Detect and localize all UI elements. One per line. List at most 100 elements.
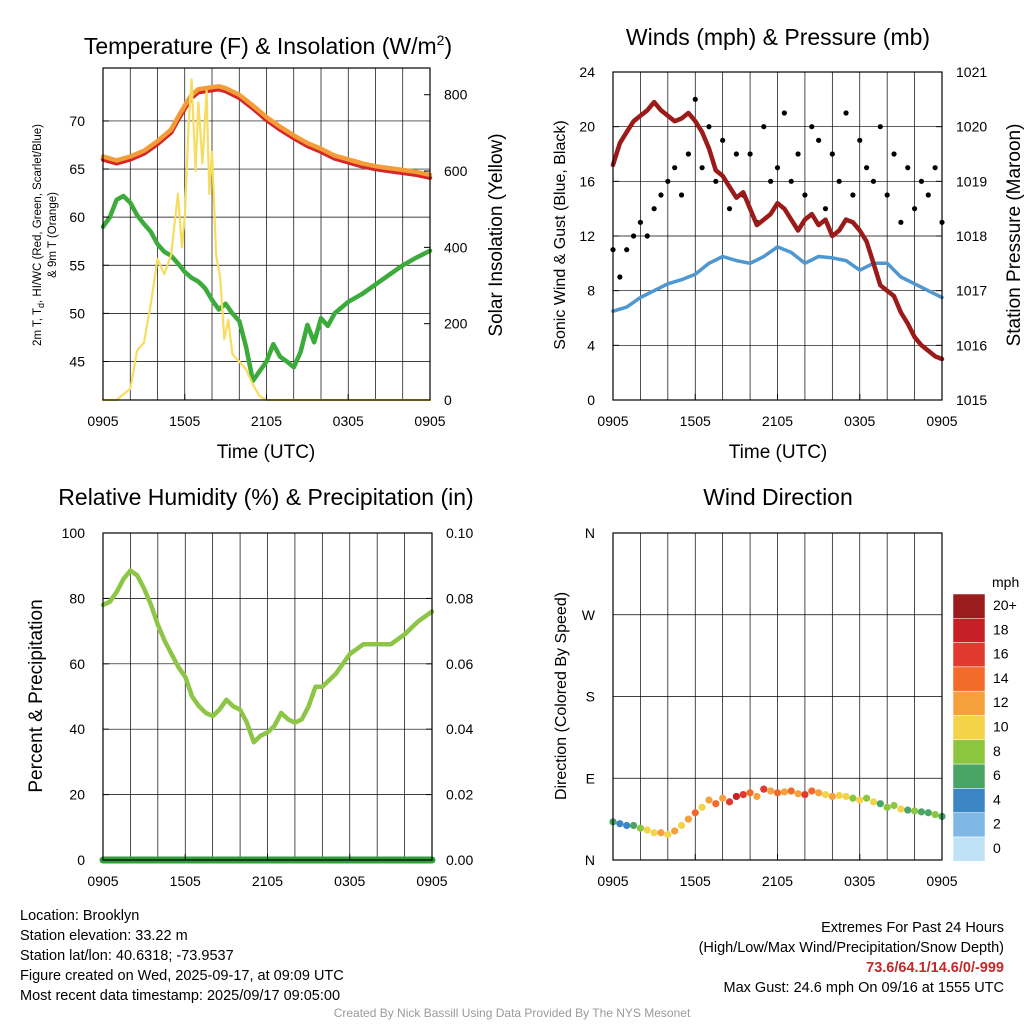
colorbar-label: 12 (993, 694, 1009, 710)
colorbar-label: 18 (993, 621, 1009, 637)
direction-y-tick-label: E (586, 770, 595, 786)
winds-gust-point (665, 178, 671, 184)
temperature-solar-insolation-line (101, 78, 432, 402)
direction-panel-title: Wind Direction (703, 484, 853, 510)
winds-gust-point (761, 124, 767, 130)
temperature-y2-tick-label: 400 (444, 239, 468, 255)
humidity-y-tick-label: 60 (69, 656, 85, 672)
temperature-title-superscript: 2 (437, 32, 445, 48)
direction-direction-point (664, 830, 672, 839)
humidity-y-tick-label: 20 (69, 787, 85, 803)
direction-direction-point (636, 824, 645, 832)
winds-gust-point (829, 151, 835, 157)
max-gust-text: Max Gust: 24.6 mph On 09/16 at 1555 UTC (723, 980, 1004, 996)
humidity-x-tick-label: 1505 (170, 873, 201, 889)
colorbar-swatch (952, 690, 986, 716)
winds-gust-point (864, 165, 870, 171)
winds-gust-point (685, 151, 691, 157)
colorbar-label: 14 (993, 670, 1009, 686)
colorbar-label: 4 (993, 791, 1001, 807)
colorbar-swatch (952, 836, 986, 862)
winds-gust-point (850, 192, 856, 198)
winds-gust-point (706, 124, 712, 130)
direction-direction-point (677, 821, 686, 830)
colorbar-swatch (952, 739, 986, 765)
direction-direction-point (890, 801, 898, 810)
colorbar-swatch (952, 715, 986, 741)
temperature-y-tick-label: 45 (69, 354, 85, 370)
humidity-y2-tick-label: 0.06 (446, 656, 473, 672)
direction-x-tick-label: 0905 (926, 873, 957, 889)
humidity-relative-humidity-line (100, 568, 435, 745)
direction-plot-frame (612, 532, 943, 861)
humidity-x-tick-label: 2105 (252, 873, 283, 889)
winds-y-tick-label: 4 (587, 337, 595, 353)
direction-direction-point (732, 792, 740, 801)
grid-layer (103, 68, 942, 860)
direction-direction-point (753, 792, 761, 801)
recent-text: Most recent data timestamp: 2025/09/17 0… (20, 988, 341, 1004)
direction-x-tick-label: 1505 (680, 873, 711, 889)
temperature-ylabel-left: 2m T, Td, HI/WC (Red, Green, Scarlet/Blu… (32, 124, 46, 346)
direction-direction-point (760, 785, 768, 793)
direction-direction-point (828, 792, 836, 801)
direction-direction-point (924, 809, 932, 817)
winds-y-tick-label: 16 (579, 173, 595, 189)
axes-layer: 0905 1505 2105 0305 090545505560657002004006… (62, 64, 988, 889)
winds-gust-point (857, 137, 863, 143)
temperature-y-tick-label: 65 (69, 161, 85, 177)
winds-y-tick-label: 20 (579, 119, 595, 135)
winds-y2-tick-label: 1020 (956, 119, 987, 135)
winds-y2-tick-label: 1017 (956, 283, 987, 299)
direction-direction-point (623, 821, 631, 830)
winds-gust-point (905, 165, 911, 171)
winds-gust-point (768, 178, 774, 184)
direction-direction-point (773, 789, 782, 797)
direction-x-tick-label: 2105 (762, 873, 793, 889)
winds-xlabel: Time (UTC) (729, 442, 828, 463)
direction-direction-point (746, 789, 754, 797)
credit-text: Created By Nick Bassill Using Data Provi… (333, 1006, 691, 1020)
direction-direction-point (863, 794, 871, 802)
winds-x-tick-label: 0305 (844, 413, 875, 429)
temperature-y2-tick-label: 800 (444, 87, 468, 103)
direction-direction-point (815, 789, 823, 797)
winds-gust-point (692, 96, 698, 102)
winds-panel-title: Winds (mph) & Pressure (mb) (626, 24, 930, 50)
winds-gust-point (713, 178, 719, 184)
humidity-y2-tick-label: 0.04 (446, 721, 473, 737)
winds-gust-point (651, 206, 657, 212)
winds-gust-point (891, 151, 897, 157)
winds-gust-point (932, 165, 938, 171)
temperature-y2-tick-label: 600 (444, 163, 468, 179)
winds-gust-point (822, 206, 829, 212)
winds-y2-tick-label: 1016 (956, 337, 987, 353)
direction-direction-point (801, 791, 809, 799)
colorbar-swatch (952, 593, 986, 619)
temperature-9m-t-line (100, 84, 433, 178)
winds-gust-point (884, 192, 890, 198)
humidity-panel-title: Relative Humidity (%) & Precipitation (i… (58, 484, 473, 510)
direction-direction-point (705, 796, 713, 804)
temperature-plot-frame (102, 67, 431, 401)
direction-direction-point (725, 798, 734, 806)
temperature-y-tick-label: 70 (69, 113, 85, 129)
colorbar-swatch (952, 642, 986, 668)
winds-gust-point (911, 206, 918, 212)
winds-y2-tick-label: 1018 (956, 228, 987, 244)
direction-direction-point (821, 791, 830, 799)
humidity-y-tick-label: 40 (69, 721, 85, 737)
winds-station-pressure-line (610, 99, 945, 362)
winds-x-tick-label: 0905 (597, 413, 628, 429)
colorbar-swatch (952, 812, 986, 838)
winds-y-tick-label: 12 (579, 228, 595, 244)
direction-y-tick-label: S (586, 689, 595, 705)
winds-gust-point (630, 233, 637, 239)
winds-y-tick-label: 8 (587, 283, 595, 299)
winds-sonic-wind-line (611, 245, 944, 313)
winds-gust-point (747, 151, 753, 157)
winds-x-tick-label: 2105 (762, 413, 793, 429)
winds-gust-point (678, 192, 685, 198)
winds-gust-point (774, 165, 781, 171)
